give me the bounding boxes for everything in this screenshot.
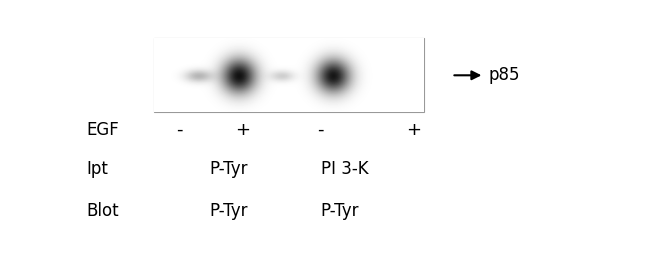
Text: -: - bbox=[317, 121, 324, 138]
Text: +: + bbox=[406, 121, 421, 138]
Text: P-Tyr: P-Tyr bbox=[210, 202, 248, 220]
Text: p85: p85 bbox=[488, 66, 520, 84]
Bar bbox=[154, 38, 424, 112]
Text: PI 3-K: PI 3-K bbox=[320, 160, 368, 178]
Text: EGF: EGF bbox=[86, 121, 119, 138]
Text: +: + bbox=[235, 121, 250, 138]
Text: -: - bbox=[176, 121, 183, 138]
Text: P-Tyr: P-Tyr bbox=[320, 202, 359, 220]
Text: Ipt: Ipt bbox=[86, 160, 108, 178]
Text: Blot: Blot bbox=[86, 202, 119, 220]
Text: P-Tyr: P-Tyr bbox=[210, 160, 248, 178]
